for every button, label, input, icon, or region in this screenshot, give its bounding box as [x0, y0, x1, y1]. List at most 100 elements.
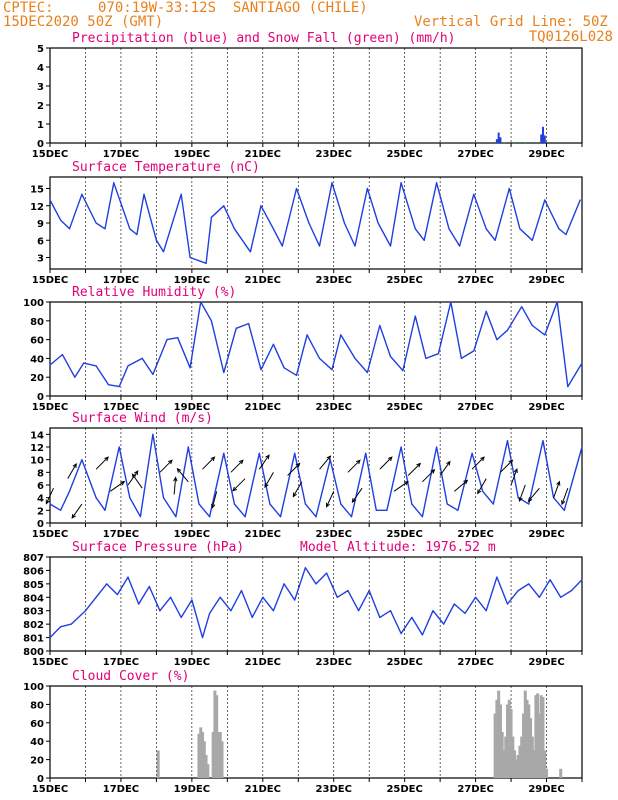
y-tick-label: 4 [37, 494, 44, 505]
data-point [107, 384, 110, 386]
data-point [570, 589, 572, 592]
y-tick-label: 2 [37, 101, 44, 112]
data-point [113, 182, 115, 184]
data-point [136, 233, 138, 236]
y-tick-label: 801 [23, 634, 44, 645]
data-point [389, 245, 392, 247]
cloud-bar [525, 699, 529, 778]
data-point [453, 603, 455, 605]
y-tick-label: 6 [37, 481, 44, 492]
data-point [81, 459, 83, 461]
wind-arrowhead [72, 462, 77, 468]
y-tick-label: 40 [30, 737, 44, 748]
wind-vector [71, 503, 83, 519]
y-tick-label: 40 [30, 354, 44, 365]
data-point [460, 357, 463, 359]
data-point [49, 364, 51, 366]
y-tick-label: 100 [23, 298, 44, 309]
cloud-bar [213, 690, 217, 778]
data-point [272, 343, 275, 345]
data-point [366, 371, 369, 374]
cloud-bar [507, 699, 511, 778]
data-point [446, 503, 448, 505]
y-tick-label: 15 [30, 185, 44, 196]
data-point [581, 362, 583, 364]
data-point [68, 228, 71, 230]
data-point [235, 327, 237, 329]
x-tick-label: 29DEC [528, 657, 564, 668]
wind-arrowhead [168, 459, 173, 465]
panel-annotation: Model Altitude: 1976.52 m [300, 540, 496, 555]
precip-bar [497, 132, 500, 143]
cloud-bar [506, 704, 510, 778]
y-tick-label: 20 [30, 756, 44, 767]
panel-title: Surface Temperature (nC) [72, 160, 260, 175]
data-point [326, 572, 328, 574]
panel-frame [49, 301, 583, 397]
x-tick-label: 15DEC [32, 149, 68, 160]
data-point [95, 365, 97, 367]
data-point [127, 365, 129, 367]
wind-arrowhead [463, 479, 469, 485]
cloud-bar [545, 768, 549, 778]
data-point [281, 245, 283, 247]
cloud-bar [201, 732, 205, 778]
wind-arrowhead [430, 468, 436, 474]
data-point [457, 509, 459, 511]
wind-vector [287, 463, 301, 476]
x-tick-label: 15DEC [32, 529, 68, 540]
panel-frame [49, 47, 583, 144]
data-point [492, 503, 494, 505]
data-point [435, 182, 438, 184]
data-point [200, 301, 202, 303]
y-tick-label: 80 [30, 700, 44, 711]
data-point [560, 596, 562, 598]
data-point [251, 616, 253, 619]
data-point [482, 490, 484, 492]
cloud-bar [216, 732, 220, 778]
x-tick-label: 17DEC [103, 402, 139, 413]
data-point [331, 182, 333, 184]
data-point [249, 251, 251, 253]
precip-bar [502, 142, 505, 144]
data-point [496, 339, 498, 341]
data-point [272, 228, 275, 230]
cloud-bar [543, 750, 547, 778]
data-point [223, 205, 225, 207]
data-point [159, 610, 161, 612]
data-point [437, 353, 439, 355]
data-point [118, 386, 120, 388]
wind-arrowhead [173, 476, 178, 482]
wind-vector [95, 456, 109, 470]
data-point [340, 334, 342, 336]
data-point [294, 452, 296, 454]
panel-title: Surface Pressure (hPa) [72, 540, 244, 555]
data-point [435, 446, 438, 448]
x-tick-label: 27DEC [457, 149, 493, 160]
data-point [581, 446, 583, 448]
cloud-bar [532, 750, 536, 778]
wind-arrowhead [513, 467, 518, 474]
data-point [544, 199, 546, 201]
cloud-bar [218, 732, 222, 778]
data-point [162, 497, 165, 499]
y-tick-label: 0 [37, 392, 44, 403]
data-point [127, 576, 129, 578]
data-point [152, 373, 154, 375]
data-point [49, 199, 51, 201]
data-point [411, 503, 413, 505]
y-tick-label: 10 [30, 456, 44, 467]
wind-vector [477, 478, 487, 494]
wind-arrowhead [265, 454, 270, 460]
data-point [400, 182, 402, 184]
panel-title: Relative Humidity (%) [72, 285, 236, 300]
cloud-bar [527, 704, 531, 778]
data-point [336, 596, 338, 598]
data-point [68, 490, 71, 492]
cloud-bar [537, 713, 541, 778]
y-tick-label: 4 [37, 63, 44, 74]
data-point [60, 509, 62, 511]
panel-frame [49, 176, 583, 270]
wind-vector [132, 473, 143, 489]
